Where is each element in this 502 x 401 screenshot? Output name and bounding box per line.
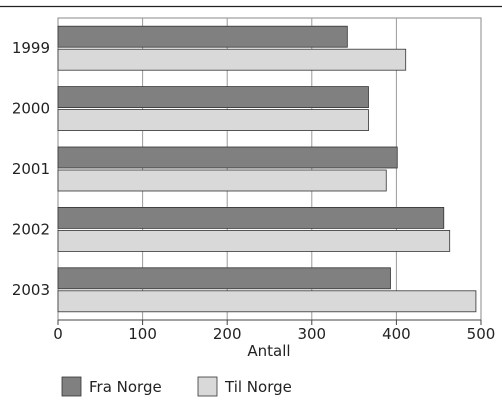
legend-swatch-til-norge <box>197 376 218 397</box>
legend-label-til-norge: Til Norge <box>224 378 292 396</box>
bar-til-norge-2002 <box>57 229 451 252</box>
legend-swatch-fra-norge <box>61 376 82 397</box>
y-category-label-2000: 2000 <box>12 100 50 118</box>
x-tick-label-200: 200 <box>213 325 242 343</box>
x-tick-label-400: 400 <box>382 325 411 343</box>
y-category-label-2002: 2002 <box>12 220 50 238</box>
bar-til-norge-2001 <box>57 169 387 192</box>
x-tick-label-100: 100 <box>128 325 157 343</box>
x-axis-title: Antall <box>247 342 290 360</box>
x-axis: 0 100 200 300 400 500 <box>53 319 496 343</box>
category-labels: 1999 2000 2001 2002 2003 <box>12 39 50 299</box>
y-category-label-1999: 1999 <box>12 39 50 57</box>
bar-til-norge-2003 <box>57 290 477 313</box>
bars <box>57 25 477 313</box>
legend: Fra Norge Til Norge <box>61 376 292 397</box>
bar-fra-norge-1999 <box>57 25 348 48</box>
bar-til-norge-1999 <box>57 48 407 71</box>
x-tick-label-300: 300 <box>297 325 326 343</box>
y-category-label-2001: 2001 <box>12 160 50 178</box>
bar-fra-norge-2002 <box>57 206 445 229</box>
x-tick-label-0: 0 <box>53 325 63 343</box>
y-category-label-2003: 2003 <box>12 281 50 299</box>
bar-fra-norge-2001 <box>57 146 398 169</box>
bar-fra-norge-2003 <box>57 267 391 290</box>
bar-fra-norge-2000 <box>57 86 369 108</box>
x-tick-label-500: 500 <box>467 325 496 343</box>
bar-til-norge-2000 <box>57 109 369 131</box>
legend-label-fra-norge: Fra Norge <box>89 378 162 396</box>
